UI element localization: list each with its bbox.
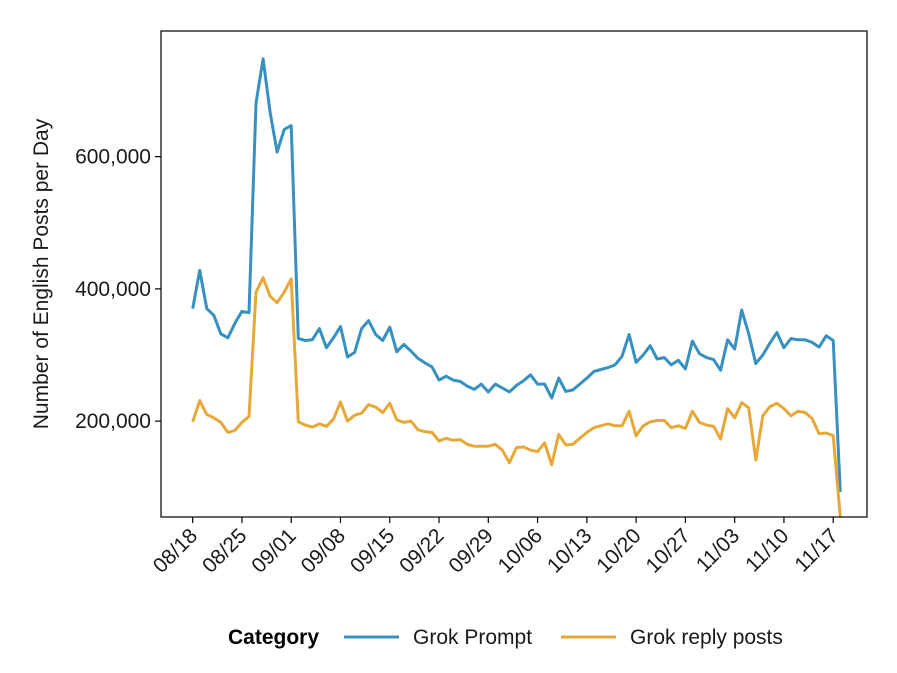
x-tick-label: 09/22 [395, 524, 448, 577]
y-axis-title: Number of English Posts per Day [30, 118, 53, 429]
x-tick-label: 09/01 [247, 524, 300, 577]
legend-label-grok-prompt: Grok Prompt [413, 626, 532, 649]
x-tick-label: 10/13 [543, 524, 596, 577]
x-tick-label: 10/20 [592, 524, 645, 577]
legend-title: Category [228, 626, 319, 649]
y-tick-label: 600,000 [75, 146, 151, 169]
x-tick-label: 11/03 [692, 524, 744, 576]
legend-label-grok-reply-posts: Grok reply posts [630, 626, 783, 649]
legend: Category Grok Prompt Grok reply posts [228, 626, 783, 649]
y-tick-label: 200,000 [75, 410, 151, 433]
x-tick-label: 10/06 [494, 524, 547, 577]
x-tick-label: 11/10 [741, 524, 793, 576]
x-tick-label: 09/29 [444, 524, 497, 577]
series-layer [191, 57, 842, 518]
y-tick-label: 400,000 [75, 278, 151, 301]
x-tick-label: 08/25 [198, 524, 251, 577]
y-axis: 200,000 400,000 600,000 [75, 146, 161, 433]
plot-panel-border [160, 30, 868, 518]
x-tick-label: 08/18 [149, 524, 202, 577]
series-line-grok-reply-posts [191, 276, 842, 518]
x-tick-label: 09/15 [346, 524, 399, 577]
x-tick-label: 09/08 [297, 524, 350, 577]
series-line-grok-prompt [191, 57, 842, 492]
x-tick-label: 10/27 [642, 524, 695, 577]
x-tick-label: 11/17 [790, 524, 842, 576]
x-axis: 08/1808/2509/0109/0809/1509/2209/2910/06… [149, 517, 843, 578]
